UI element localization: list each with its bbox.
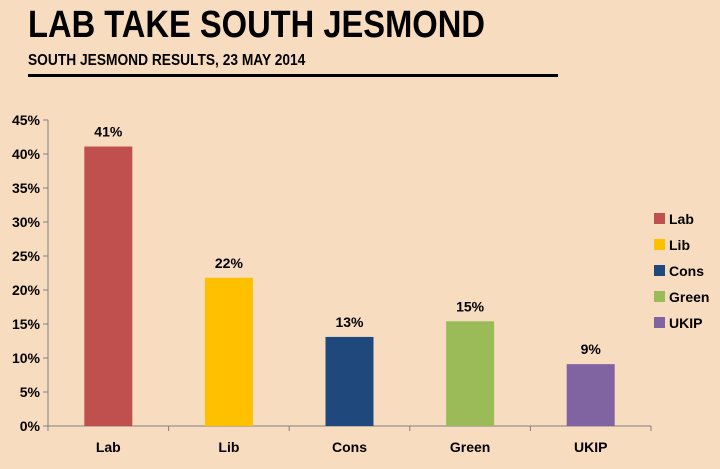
legend-swatch-lab [654, 213, 665, 224]
data-label-lab: 41% [94, 124, 123, 140]
data-label-cons: 13% [335, 314, 364, 330]
title-underline [28, 74, 558, 77]
bar-lib [204, 277, 253, 426]
y-tick-label: 30% [12, 214, 41, 230]
y-tick-label: 45% [12, 112, 41, 128]
bar-green [446, 321, 495, 426]
y-tick-label: 0% [20, 418, 41, 434]
legend-swatch-cons [654, 265, 665, 276]
legend-label-lib: Lib [669, 237, 690, 253]
legend-label-ukip: UKIP [669, 315, 702, 331]
legend-label-lab: Lab [669, 211, 694, 227]
x-tick-label-ukip: UKIP [574, 439, 607, 455]
data-label-green: 15% [456, 298, 485, 314]
y-tick-label: 15% [12, 316, 41, 332]
y-tick-label: 35% [12, 180, 41, 196]
bar-cons [325, 336, 374, 426]
chart-title: LAB TAKE SOUTH JESMOND [28, 4, 485, 46]
x-tick-label-lib: Lib [218, 439, 239, 455]
y-tick-label: 25% [12, 248, 41, 264]
x-tick-label-lab: Lab [96, 439, 121, 455]
x-tick-label-cons: Cons [332, 439, 367, 455]
y-tick-label: 5% [20, 384, 41, 400]
data-label-ukip: 9% [581, 341, 602, 357]
legend-label-cons: Cons [669, 263, 704, 279]
y-tick-label: 10% [12, 350, 41, 366]
legend-label-green: Green [669, 289, 709, 305]
bar-lab [84, 146, 133, 426]
legend-swatch-ukip [654, 317, 665, 328]
x-tick-label-green: Green [450, 439, 490, 455]
legend-swatch-lib [654, 239, 665, 250]
y-tick-label: 20% [12, 282, 41, 298]
bar-ukip [566, 364, 615, 426]
chart-subtitle: SOUTH JESMOND RESULTS, 23 MAY 2014 [28, 52, 306, 69]
legend-swatch-green [654, 291, 665, 302]
y-tick-label: 40% [12, 146, 41, 162]
data-label-lib: 22% [215, 255, 244, 271]
